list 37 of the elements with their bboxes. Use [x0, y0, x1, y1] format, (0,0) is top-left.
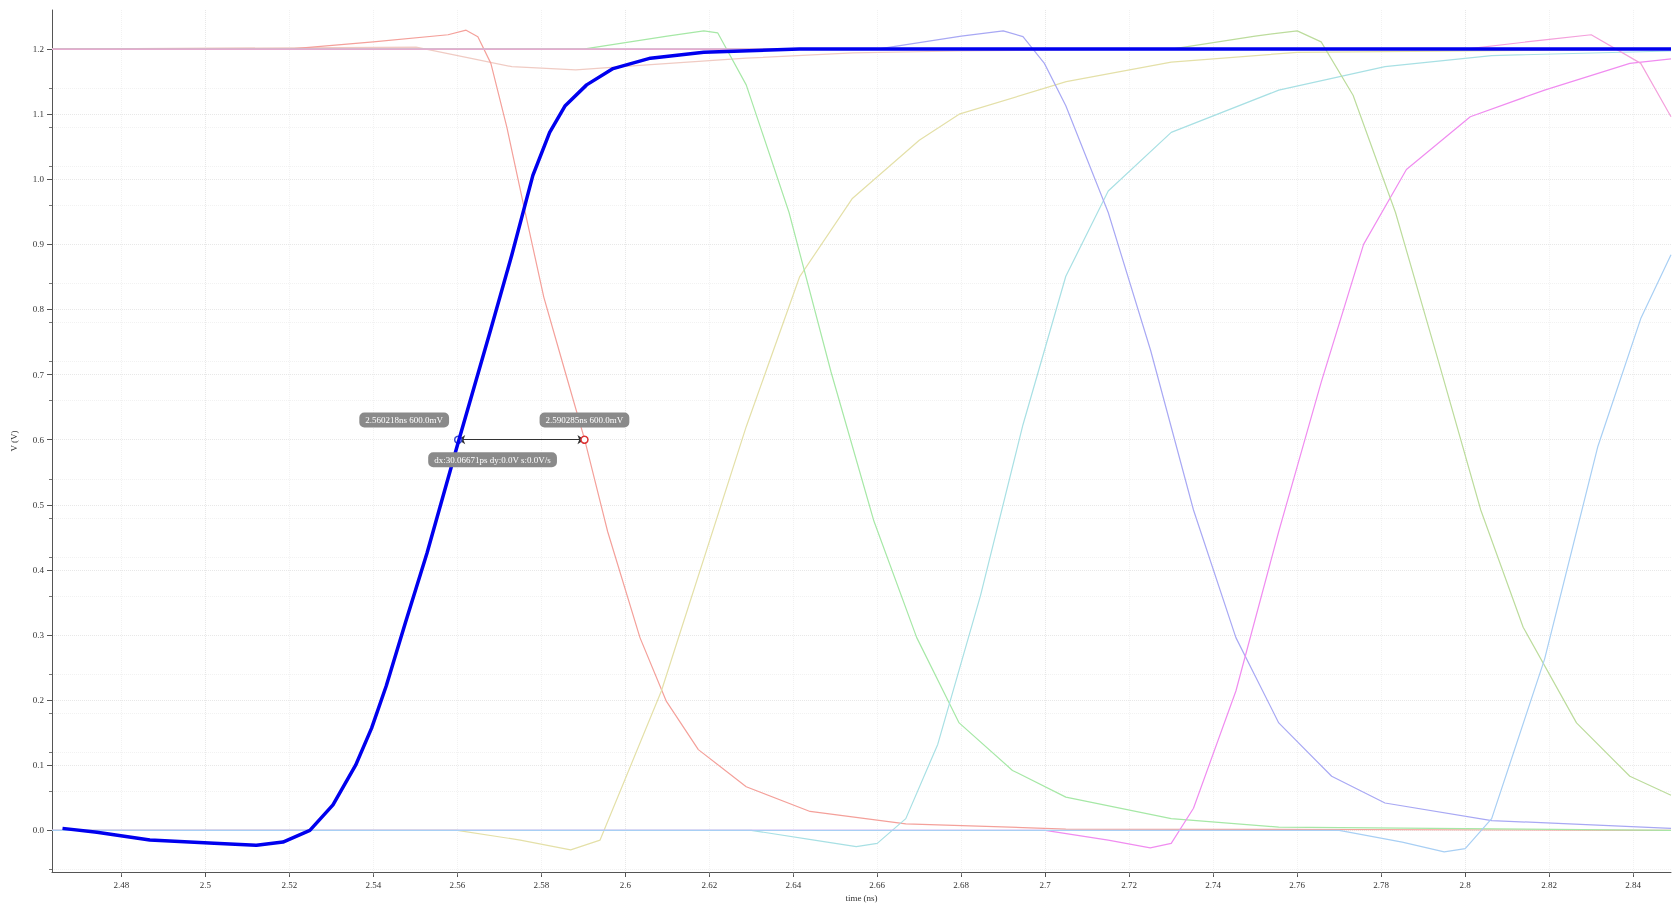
x-tick-label: 2.76: [1289, 879, 1306, 890]
x-tick-label: 2.68: [953, 879, 970, 890]
annotation: dx:30.06671ps dy:0.0V s:0.0V/s: [434, 454, 552, 465]
x-tick-label: 2.82: [1541, 879, 1558, 890]
x-tick-label: 2.6: [619, 879, 632, 890]
x-tick-label: 2.66: [869, 879, 886, 890]
x-tick-label: 2.74: [1205, 879, 1222, 890]
x-tick-label: 2.56: [449, 879, 466, 890]
y-axis-title: V (V): [8, 430, 19, 452]
y-tick-label: 0.8: [32, 304, 45, 315]
y-tick-label: 1.1: [32, 109, 44, 120]
y-tick-label: 1.2: [32, 44, 44, 55]
x-tick-label: 2.52: [281, 879, 298, 890]
y-tick-label: 0.3: [32, 630, 45, 641]
y-tick-label: 0.2: [32, 695, 44, 706]
x-tick-label: 2.48: [113, 879, 130, 890]
x-tick-label: 2.64: [785, 879, 802, 890]
x-tick-label: 2.62: [701, 879, 718, 890]
x-tick-label: 2.72: [1121, 879, 1138, 890]
x-tick-label: 2.78: [1373, 879, 1390, 890]
x-tick-label: 2.8: [1459, 879, 1472, 890]
y-tick-label: 0.0: [32, 825, 45, 836]
y-tick-label: 0.5: [32, 499, 45, 510]
x-tick-label: 2.54: [365, 879, 382, 890]
x-tick-label: 2.7: [1039, 879, 1052, 890]
x-tick-label: 2.84: [1625, 879, 1642, 890]
x-tick-label: 2.5: [199, 879, 212, 890]
y-tick-label: 0.6: [32, 434, 45, 445]
annotation: 2.560218ns 600.0mV: [365, 414, 444, 425]
y-tick-label: 0.7: [32, 369, 45, 380]
x-axis-title: time (ns): [845, 893, 878, 904]
y-tick-label: 0.4: [32, 564, 45, 575]
y-tick-label: 0.9: [32, 239, 45, 250]
annotation: 2.590285ns 600.0mV: [545, 414, 624, 425]
y-tick-label: 0.1: [32, 760, 44, 771]
x-tick-label: 2.58: [533, 879, 550, 890]
y-tick-label: 1.0: [32, 174, 45, 185]
